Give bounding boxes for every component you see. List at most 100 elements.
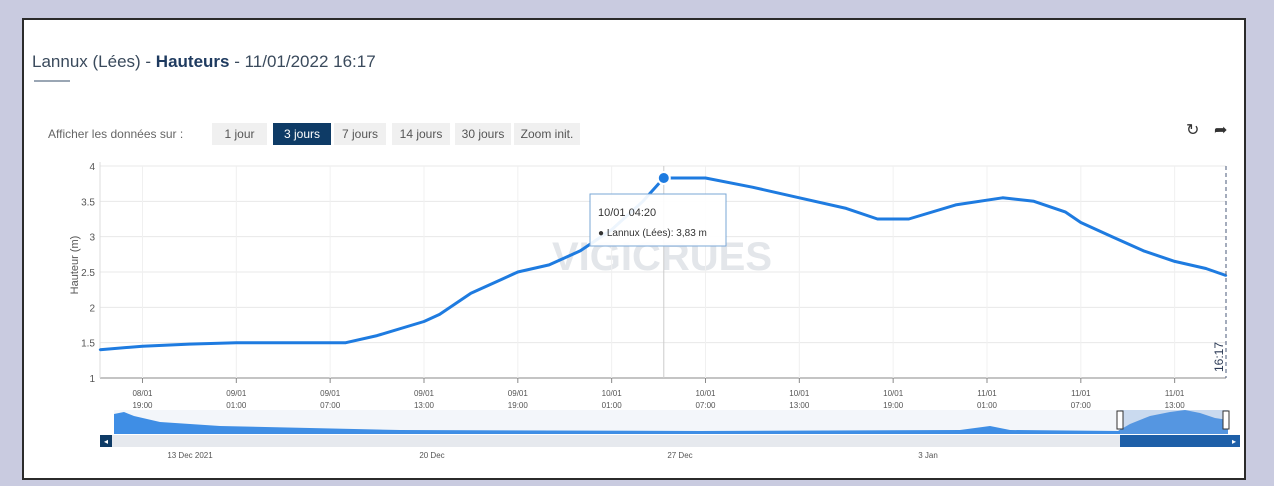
- navigator-date-label: 3 Jan: [918, 451, 938, 460]
- data-point: [516, 270, 520, 274]
- page-title: Lannux (Lées) - Hauteurs - 11/01/2022 16…: [32, 52, 376, 72]
- x-tick-label-day: 10/01: [789, 389, 810, 398]
- x-tick-label-time: 13:00: [414, 401, 435, 410]
- data-point: [907, 217, 910, 221]
- measure-name: Hauteurs: [155, 52, 230, 71]
- x-tick-label-time: 19:00: [132, 401, 153, 410]
- scroll-right-button: [1228, 435, 1240, 447]
- y-tick-label: 1: [89, 374, 95, 385]
- x-tick-label-time: 01:00: [977, 401, 998, 410]
- title-underline: [34, 80, 70, 82]
- share-icon[interactable]: ➦: [1214, 122, 1228, 139]
- series-layer: [98, 166, 1228, 378]
- data-point: [1173, 260, 1176, 263]
- x-tick-label-day: 10/01: [695, 389, 716, 398]
- now-label: 16:17: [1212, 342, 1226, 372]
- x-tick-label-day: 11/01: [977, 389, 997, 398]
- x-tick-label-day: 09/01: [226, 389, 247, 398]
- navigator-scrollbar-thumb: [1120, 435, 1228, 447]
- zoom-init-button[interactable]: Zoom init.: [514, 123, 580, 145]
- tooltip: 10/01 04:20 ● Lannux (Lées): 3,83 m: [589, 193, 727, 247]
- x-tick-label-day: 10/01: [883, 389, 904, 398]
- navigator[interactable]: ◂ ▸ 13 Dec 2021 20 Dec 27 Dec 3 Jan: [100, 410, 1240, 460]
- navigator-date-label: 20 Dec: [419, 451, 444, 460]
- x-tick-label-time: 13:00: [1165, 401, 1186, 410]
- x-tick-label-day: 08/01: [132, 389, 153, 398]
- range-button-14-jours[interactable]: 14 jours: [392, 123, 450, 145]
- navigator-date-label: 27 Dec: [667, 451, 692, 460]
- x-tick-label-day: 09/01: [414, 389, 435, 398]
- navigator-selection: [1120, 410, 1228, 434]
- data-point: [188, 342, 191, 346]
- data-point: [845, 207, 848, 210]
- chart-frame: [22, 18, 1246, 480]
- axes: 1 1.5 2 2.5 3 3.5 4 08/01 19:00 09/01 01:00 09/01 07…: [81, 162, 1185, 410]
- data-point: [1204, 267, 1208, 270]
- data-point: [579, 249, 582, 252]
- y-tick-label: 1.5: [81, 339, 95, 350]
- data-point: [282, 341, 285, 344]
- x-tick-label-day: 09/01: [320, 389, 341, 398]
- scroll-left-arrow: ◂: [104, 437, 108, 446]
- data-point: [1142, 249, 1145, 252]
- data-point: [422, 320, 426, 323]
- series-line-lannux: [99, 176, 1227, 352]
- tooltip-value: ● Lannux (Lées): 3,83 m: [598, 228, 707, 239]
- data-point: [751, 186, 754, 189]
- y-tick-label: 3.5: [81, 197, 95, 208]
- data-point: [98, 348, 102, 351]
- data-point: [375, 334, 379, 337]
- data-point: [438, 313, 441, 316]
- scroll-right-arrow: ▸: [1232, 437, 1236, 446]
- data-point: [547, 263, 551, 267]
- range-button-30-jours[interactable]: 30 jours: [455, 123, 511, 145]
- y-axis-label: Hauteur (m): [69, 236, 81, 295]
- range-button-3-jours[interactable]: 3 jours: [273, 123, 331, 145]
- tooltip-point: [656, 171, 671, 186]
- title-datetime: - 11/01/2022 16:17: [229, 52, 376, 71]
- data-point: [1110, 235, 1114, 238]
- range-label: Afficher les données sur :: [48, 127, 184, 141]
- x-tick-label-time: 01:00: [602, 401, 623, 410]
- x-tick-label-time: 01:00: [226, 401, 247, 410]
- range-button-1-jour[interactable]: 1 jour: [212, 123, 267, 145]
- range-button-7-jours[interactable]: 7 jours: [334, 123, 386, 145]
- data-point: [876, 217, 879, 221]
- y-tick-label: 4: [89, 162, 95, 173]
- data-point: [469, 292, 473, 295]
- navigator-handle-right: [1222, 410, 1230, 430]
- tooltip-box: [589, 193, 727, 247]
- title-sep: -: [140, 52, 156, 71]
- station-name: Lannux (Lées): [32, 52, 141, 71]
- x-tick-label-day: 11/01: [1071, 389, 1091, 398]
- navigator-date-label: 13 Dec 2021: [167, 451, 213, 460]
- x-tick-label-time: 13:00: [789, 401, 810, 410]
- data-point: [1224, 274, 1228, 277]
- x-tick-label-time: 07:00: [695, 401, 716, 410]
- refresh-icon[interactable]: ↻: [1186, 122, 1200, 139]
- navigator-handle-left: [1116, 410, 1124, 430]
- x-tick-label-time: 19:00: [508, 401, 529, 410]
- now-marker: 16:17: [1212, 166, 1227, 378]
- data-point: [344, 341, 347, 344]
- navigator-scrollbar: [100, 435, 1240, 447]
- data-point: [704, 176, 707, 180]
- data-point: [500, 277, 504, 281]
- data-point: [141, 345, 144, 348]
- x-tick-label-day: 10/01: [602, 389, 623, 398]
- scroll-left-button: [100, 435, 112, 447]
- navigator-series: [114, 410, 1228, 434]
- data-point: [1032, 200, 1036, 203]
- data-point: [1079, 221, 1083, 224]
- x-tick-label-time: 07:00: [320, 401, 341, 410]
- y-tick-label: 2: [89, 303, 95, 314]
- data-point: [328, 341, 332, 344]
- data-point: [954, 203, 957, 207]
- x-tick-label-day: 09/01: [508, 389, 529, 398]
- data-point: [1001, 196, 1004, 199]
- data-point: [1063, 210, 1067, 214]
- x-tick-label-day: 11/01: [1165, 389, 1185, 398]
- x-tick-label-time: 07:00: [1071, 401, 1092, 410]
- data-point: [235, 341, 238, 344]
